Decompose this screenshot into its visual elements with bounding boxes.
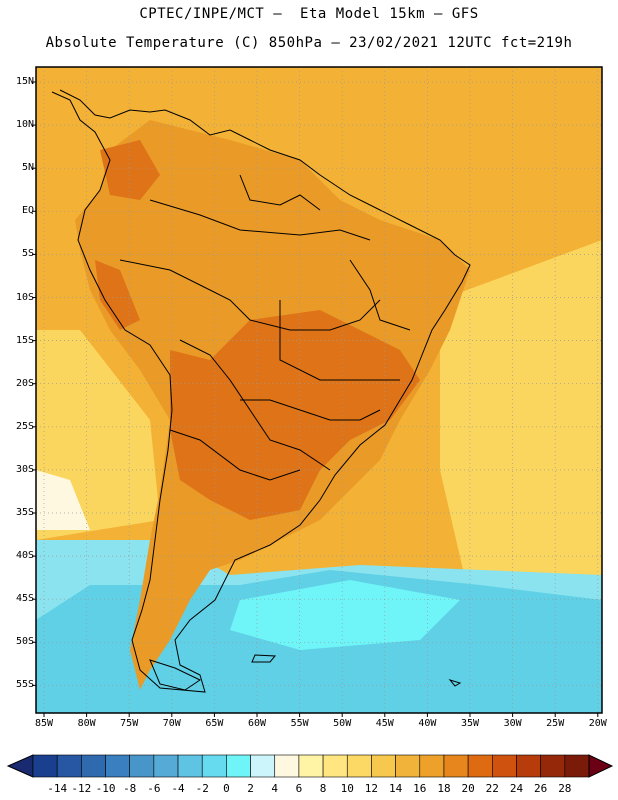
temperature-field [36,67,602,713]
colorbar-swatch [395,754,421,778]
colorbar-label: -6 [147,782,161,795]
lat-tick-label: 40S [15,550,34,562]
lon-tick-label: 70W [162,718,181,729]
colorbar-label: -10 [95,782,116,795]
lon-tick-label: 20W [588,718,607,729]
plot-frame [35,66,603,714]
colorbar-label: 0 [223,782,230,795]
colorbar-label: 2 [247,782,254,795]
colorbar-swatch [371,754,396,778]
colorbar [6,754,614,778]
colorbar-under-triangle [6,754,34,778]
colorbar-swatch [201,754,227,778]
colorbar-swatch [467,754,493,778]
lat-tick-label: 5S [21,248,34,260]
colorbar-label: 4 [271,782,279,795]
colorbar-label: 16 [413,782,427,795]
colorbar-swatch [226,754,251,778]
colorbar-label: 18 [437,782,451,795]
lon-tick-label: 45W [375,718,394,729]
map-title-line1: CPTEC/INPE/MCT – Eta Model 15km – GFS [139,6,479,22]
map-title-line2: Absolute Temperature (C) 850hPa – 23/02/… [45,35,573,51]
colorbar-label: 12 [364,782,379,795]
lat-tick-label: 15N [15,76,34,87]
colorbar-swatch [322,754,348,778]
lon-tick-label: 35W [460,718,480,729]
colorbar-label: 14 [388,782,403,795]
colorbar-swatch [32,754,58,778]
lat-tick-label: EQ [21,205,34,217]
lat-tick-label: 10N [15,119,34,131]
lat-tick-label: 10S [15,291,34,303]
colorbar-label: 6 [295,782,303,795]
lat-tick-label: 25S [15,420,34,432]
lat-tick-label: 15S [15,334,34,346]
colorbar-swatch [129,754,155,778]
colorbar-swatch [443,754,469,778]
colorbar-label: -4 [171,782,185,795]
colorbar-swatch [492,754,517,778]
colorbar-swatch [564,754,590,778]
lon-tick-label: 80W [77,718,96,729]
lon-tick-label: 30W [503,718,522,729]
lat-tick-label: 30S [15,463,34,475]
lat-tick-label: 45S [15,593,34,605]
lat-tick-label: 20S [15,377,34,389]
lon-tick-label: 25W [546,718,565,729]
colorbar-label: 20 [461,782,475,795]
lon-tick-label: 55W [290,718,309,729]
lat-tick-label: 5N [21,162,34,174]
colorbar-label: 26 [534,782,548,795]
colorbar-swatch [298,754,324,778]
lon-tick-label: 75W [120,718,139,729]
colorbar-swatch [516,754,541,778]
lon-tick-label: 85W [34,718,54,729]
colorbar-label: 8 [319,782,327,795]
colorbar-swatch [56,754,82,778]
colorbar-swatch [346,754,372,778]
colorbar-swatch [177,754,203,778]
colorbar-swatch [274,754,300,778]
colorbar-label: 28 [558,782,572,795]
lat-tick-label: 35S [15,507,34,518]
colorbar-swatch [81,754,106,778]
colorbar-label: 24 [509,782,524,795]
lat-tick-label: 55S [15,679,34,691]
colorbar-swatch [250,754,276,778]
colorbar-label: -12 [71,782,92,795]
lon-tick-label: 60W [247,718,267,729]
colorbar-label: -2 [195,782,209,795]
colorbar-label: -14 [47,782,68,795]
colorbar-swatch [419,754,445,778]
colorbar-over-triangle [588,754,614,778]
lon-tick-label: 50W [333,718,352,729]
colorbar-swatch [105,754,130,778]
coastline [51,89,471,693]
lon-tick-label: 65W [205,718,224,729]
colorbar-swatch [540,754,566,778]
colorbar-label: 10 [340,782,354,795]
colorbar-label: -8 [123,782,137,795]
colorbar-swatch [153,754,179,778]
lat-tick-label: 50S [15,636,34,648]
colorbar-label: 22 [485,782,499,795]
lon-tick-label: 40W [418,718,437,729]
